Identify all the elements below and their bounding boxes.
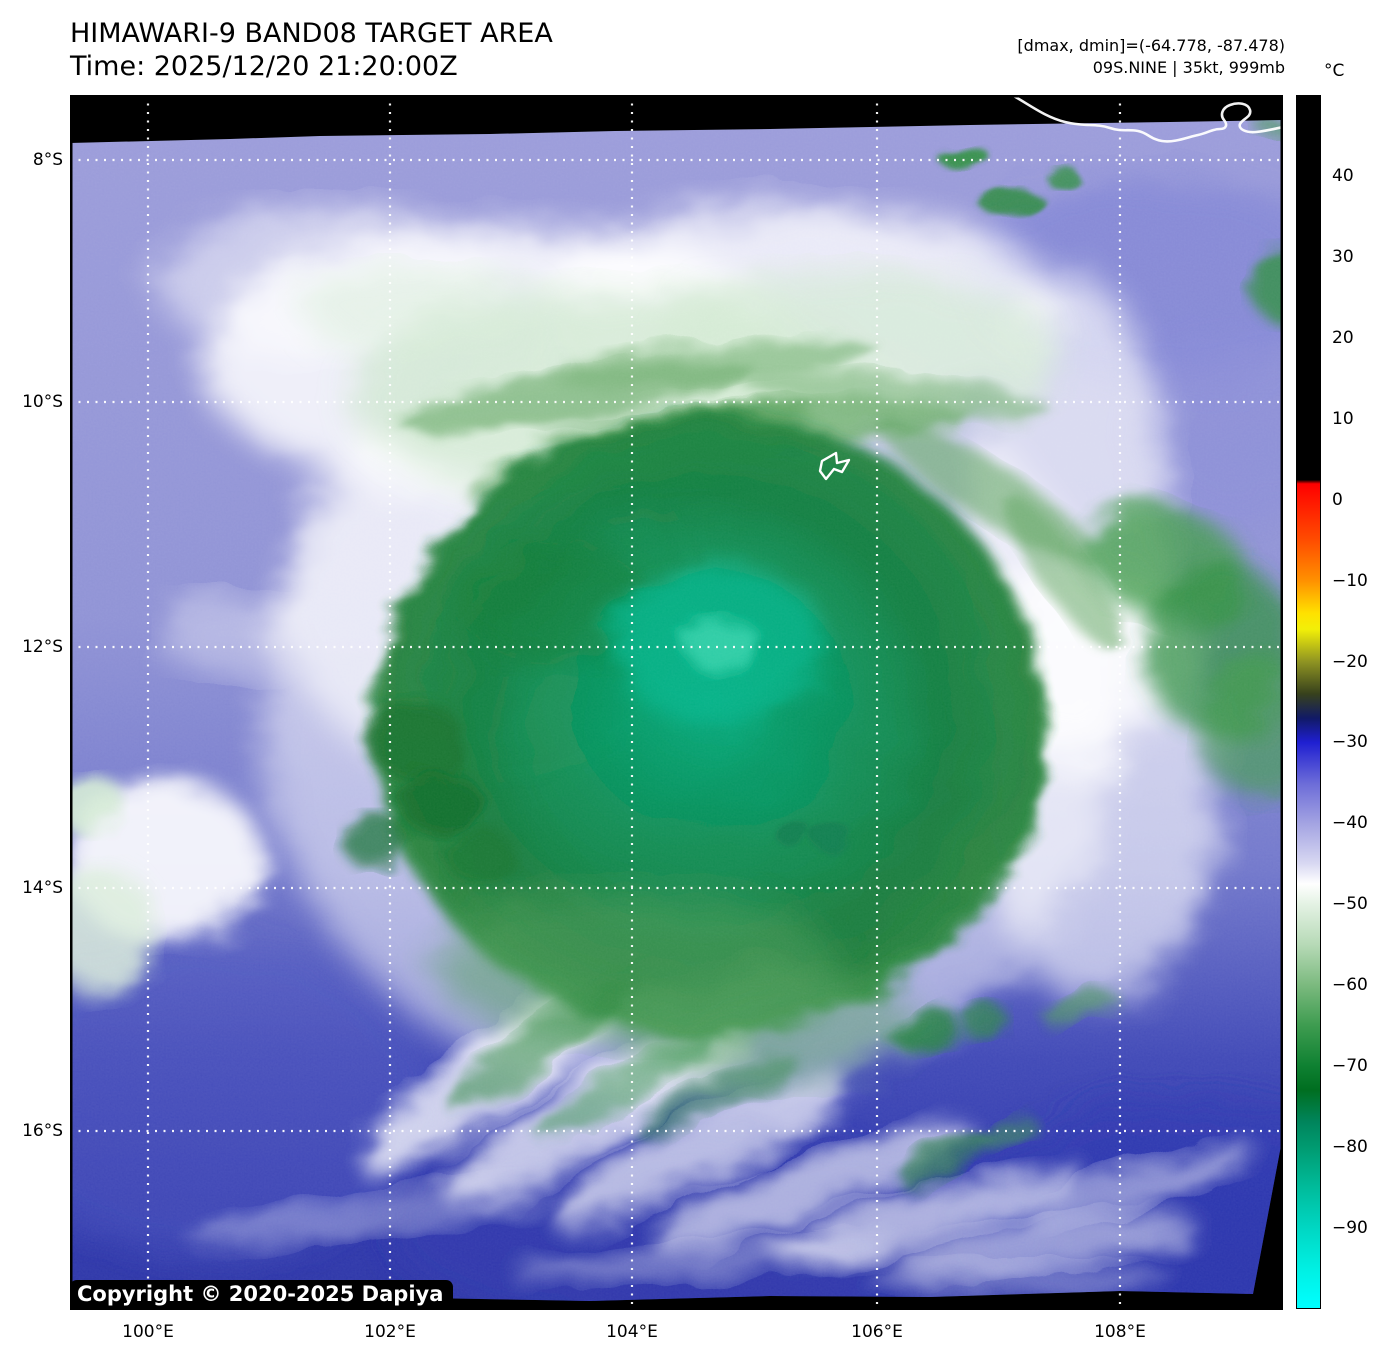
- x-tick-label: 104°E: [606, 1322, 658, 1342]
- colorbar-tick-label: −20: [1332, 651, 1368, 672]
- copyright-badge: Copyright © 2020-2025 Dapiya: [70, 1280, 454, 1310]
- colorbar-tick-label: −10: [1332, 570, 1368, 591]
- page-title: HIMAWARI-9 BAND08 TARGET AREA: [70, 18, 553, 49]
- dmax-dmin-readout: [dmax, dmin]=(-64.778, -87.478): [1017, 36, 1285, 55]
- map-plot: [70, 95, 1283, 1310]
- island-outline: [818, 451, 851, 481]
- satellite-image: [70, 95, 1283, 1310]
- colorbar-tick-label: 10: [1332, 408, 1354, 429]
- colorbar-tick-label: 0: [1332, 489, 1343, 510]
- colorbar-tick-label: −30: [1332, 732, 1368, 753]
- plot-frame: [70, 95, 1283, 1310]
- colorbar-tick-label: −80: [1332, 1137, 1368, 1158]
- satellite-data-region: [70, 120, 1283, 1304]
- colorbar-tick-label: −40: [1332, 813, 1368, 834]
- colorbar-tick-label: −50: [1332, 894, 1368, 915]
- coastline: [1011, 95, 1283, 143]
- y-tick-label: 14°S: [22, 878, 63, 899]
- colorbar: [1296, 95, 1321, 1309]
- y-tick-label: 10°S: [22, 392, 63, 413]
- readout-block: [dmax, dmin]=(-64.778, -87.478) 09S.NINE…: [1017, 35, 1285, 79]
- x-tick-label: 100°E: [122, 1322, 174, 1342]
- colorbar-tick-label: 20: [1332, 327, 1354, 348]
- timestamp: Time: 2025/12/20 21:20:00Z: [70, 51, 458, 82]
- colorbar-tick-label: 40: [1332, 165, 1354, 186]
- colorbar-tick-label: −90: [1332, 1218, 1368, 1239]
- storm-readout: 09S.NINE | 35kt, 999mb: [1092, 58, 1285, 77]
- x-tick-label: 108°E: [1094, 1322, 1146, 1342]
- y-tick-label: 8°S: [32, 150, 63, 170]
- y-tick-label: 16°S: [22, 1121, 63, 1142]
- colorbar-unit-label: °C: [1324, 61, 1345, 81]
- colorbar-tick-label: −70: [1332, 1056, 1368, 1077]
- colorbar-tick-label: −60: [1332, 975, 1368, 996]
- x-tick-label: 102°E: [364, 1322, 416, 1342]
- x-tick-label: 106°E: [851, 1322, 903, 1342]
- colorbar-tick-label: 30: [1332, 246, 1354, 267]
- lat-lon-gridlines: [70, 95, 1283, 1310]
- y-tick-label: 12°S: [22, 636, 63, 657]
- noise-texture: [70, 120, 1283, 1304]
